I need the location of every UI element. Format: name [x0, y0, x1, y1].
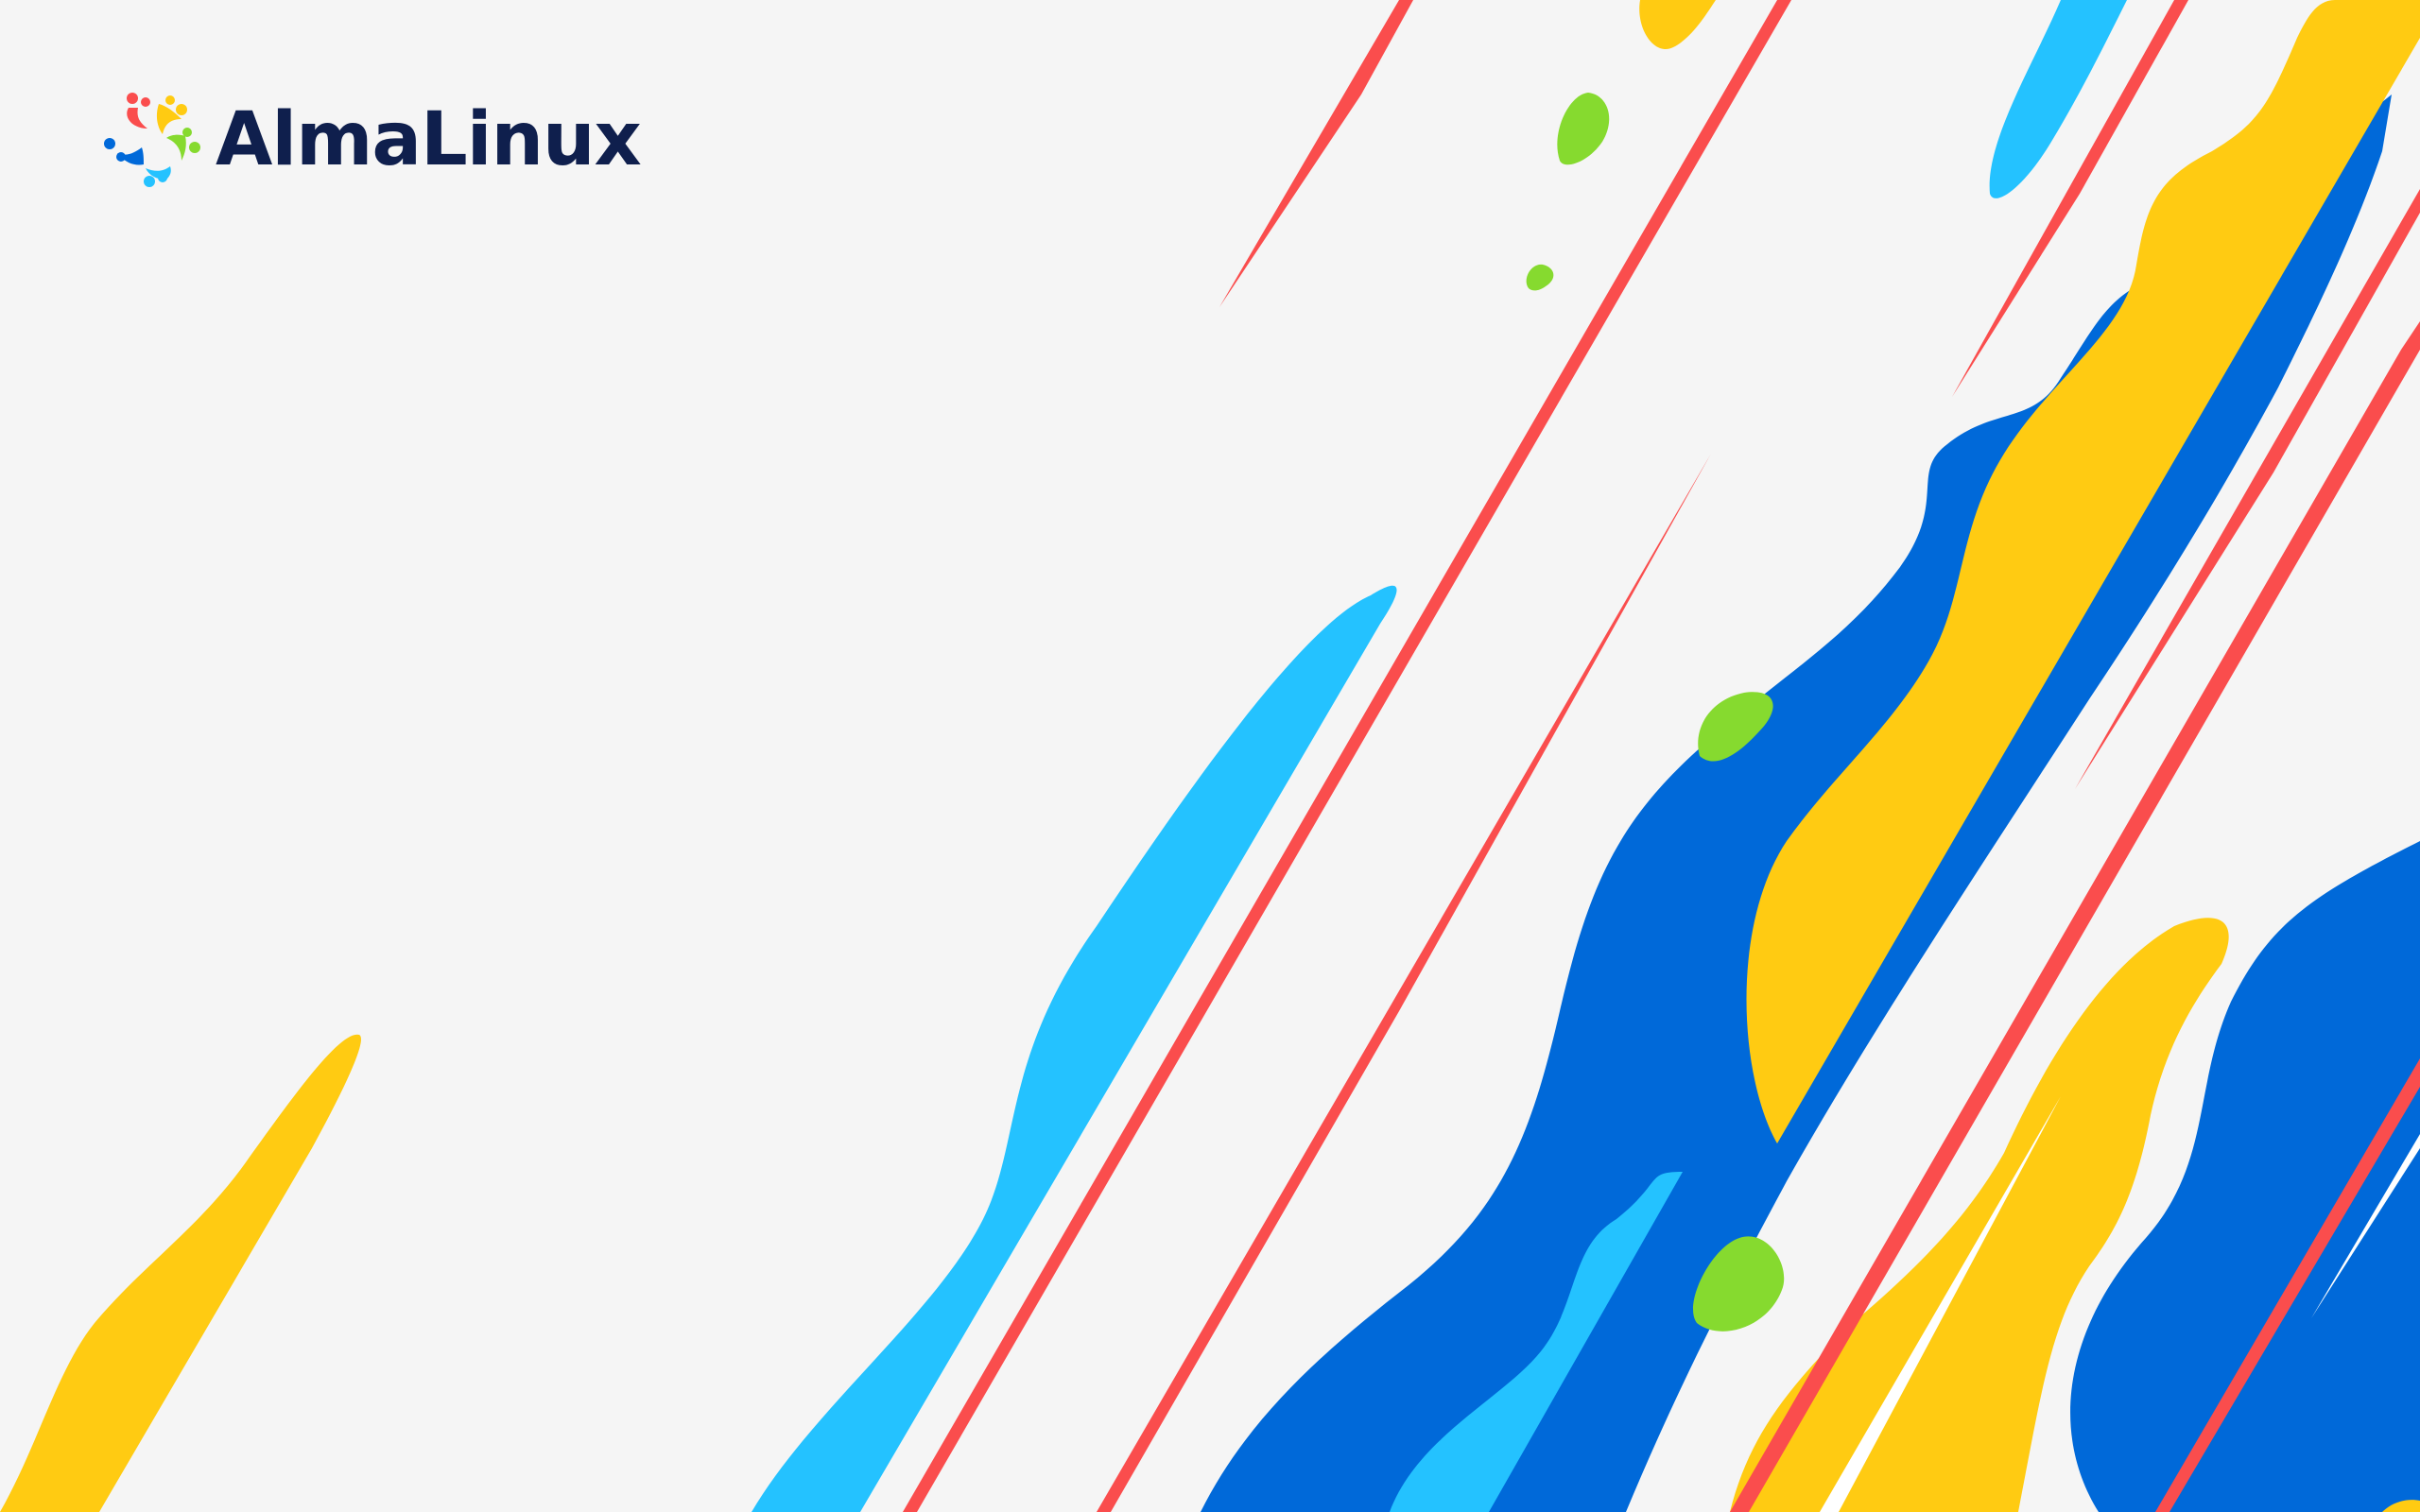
yellow-drop-top [1639, 0, 1716, 49]
white-streaks [1820, 1096, 2420, 1512]
red-streaks [903, 0, 2420, 1512]
red-streak-top-2 [1952, 0, 2188, 397]
lightblue-swoosh-center [752, 585, 1397, 1512]
red-streak-right-1 [1730, 321, 2420, 1512]
yellow-corner [2382, 1500, 2420, 1512]
green-blob-4 [1693, 1236, 1785, 1332]
white-streak-1 [1820, 1096, 2061, 1512]
yellow-swoosh-left [0, 1034, 361, 1512]
red-streak-right-2 [2075, 189, 2420, 789]
white-streak-2 [2311, 1134, 2420, 1318]
red-streak-top-1 [1219, 0, 1413, 307]
almalinux-logo-icon [104, 93, 200, 187]
blue-swoosh-lower [2070, 841, 2420, 1512]
red-streak-long-1 [903, 0, 1791, 1512]
red-streak-bottom-right [2155, 1058, 2420, 1512]
green-blobs [1526, 93, 1785, 1332]
green-blob-1 [1557, 93, 1610, 165]
yellow-swoosh-main [1746, 0, 2420, 1143]
brand-name: AlmaLinux [216, 97, 642, 182]
green-blob-2 [1526, 264, 1554, 291]
lightblue-swoosh-bottom [1390, 1172, 1683, 1512]
red-streak-long-2 [1097, 454, 1711, 1512]
brand-logo: AlmaLinux [104, 91, 642, 189]
green-blob-3 [1698, 692, 1773, 762]
yellow-swoosh-lower [1730, 918, 2229, 1512]
lightblue-swoosh-top [1989, 0, 2127, 198]
